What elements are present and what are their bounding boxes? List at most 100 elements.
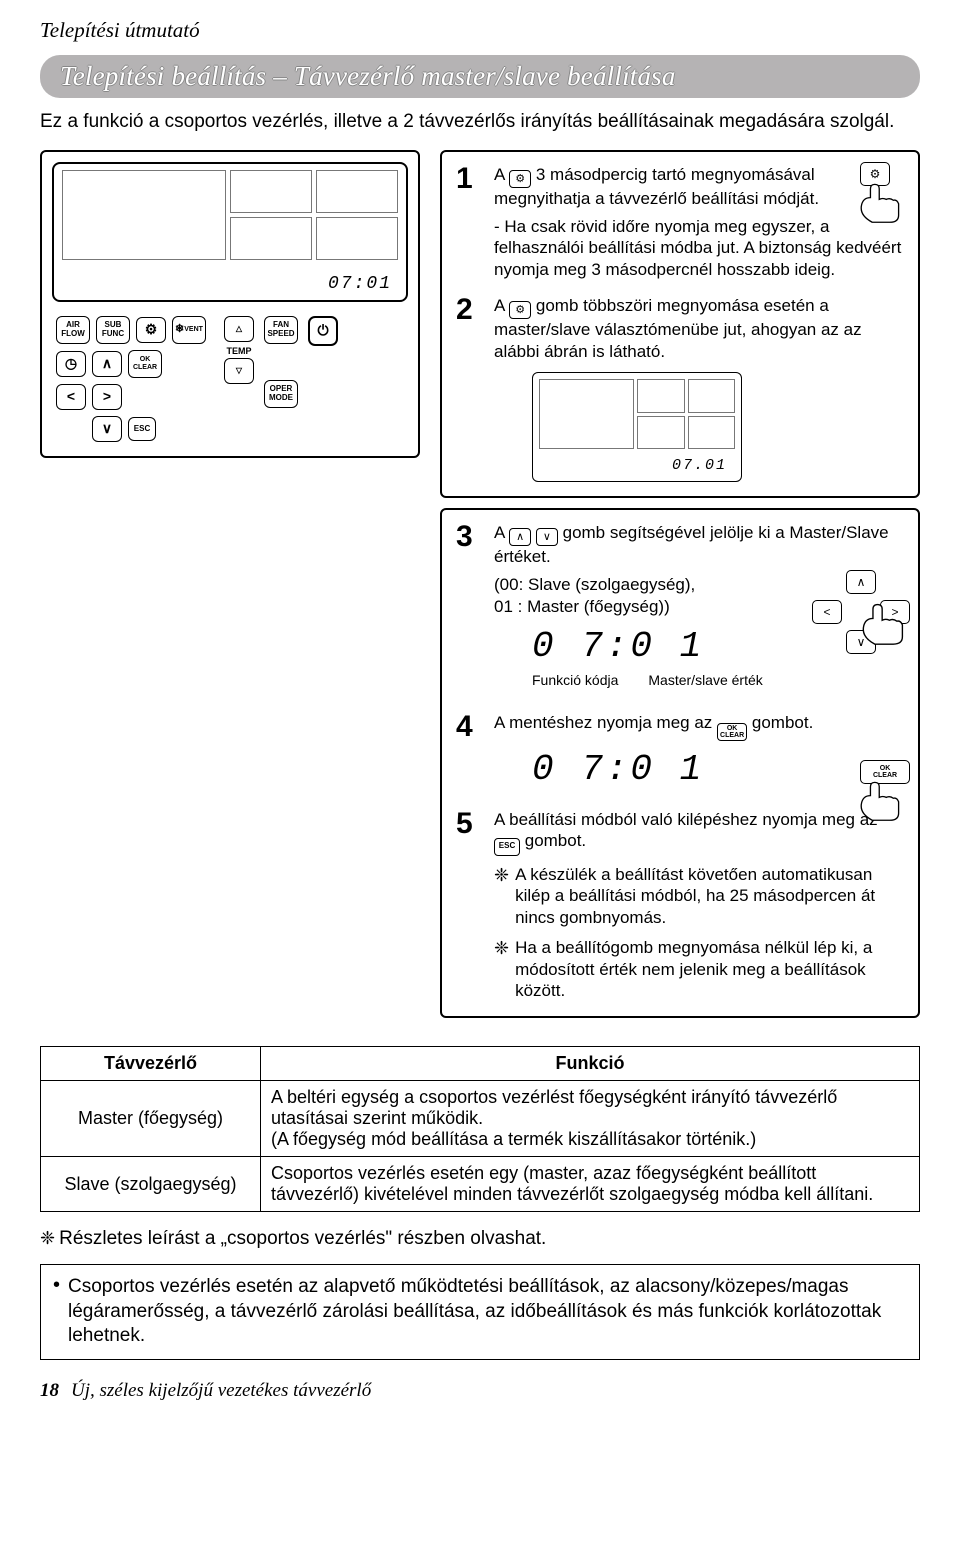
- up-button[interactable]: ∧: [92, 351, 122, 377]
- display-segment: [539, 379, 634, 449]
- step-text: A: [494, 165, 504, 184]
- down-icon: ∨: [536, 528, 558, 546]
- button-group-right: △ TEMP ▽ FAN SPEED OPER MODE ⏻: [224, 316, 338, 408]
- table-header-row: Távvezérlő Funkció: [41, 1047, 920, 1081]
- hand-press-icon: [852, 778, 910, 822]
- step-number: 5: [456, 809, 484, 1002]
- step-number: 2: [456, 295, 484, 483]
- table-cell-text: Csoportos vezérlés esetén egy (master, a…: [261, 1157, 920, 1212]
- note-2: ❈ Ha a beállítógomb megnyomása nélkül lé…: [494, 937, 904, 1002]
- display-segment: [316, 170, 398, 213]
- step-text: 3 másodpercig tartó megnyomásával megnyi…: [494, 165, 819, 208]
- digit-display: 0 7:0 1: [532, 747, 904, 793]
- remote-display: 07:01: [52, 162, 408, 302]
- step-text: gombot.: [525, 831, 586, 850]
- display-segment: [637, 379, 685, 413]
- table-cell-text: A beltéri egység a csoportos vezérlést f…: [261, 1081, 920, 1157]
- display-segment: [688, 416, 736, 450]
- asterisk-icon: ❈: [494, 864, 509, 929]
- mini-display: 07.01: [532, 372, 742, 482]
- table-cell-label: Slave (szolgaegység): [41, 1157, 261, 1212]
- main-row: 07:01 AIR FLOW SUB FUNC ⚙ ❄VENT ◷ ∧ OK C…: [40, 150, 920, 1028]
- gear-icon: ⚙: [509, 301, 531, 319]
- temp-down-button[interactable]: ▽: [224, 358, 254, 384]
- step-text: A: [494, 523, 504, 542]
- remote-controller: 07:01 AIR FLOW SUB FUNC ⚙ ❄VENT ◷ ∧ OK C…: [40, 150, 420, 458]
- display-segment: [688, 379, 736, 413]
- subfunc-button[interactable]: SUB FUNC: [96, 316, 130, 344]
- footnote-text: Részletes leírást a „csoportos vezérlés"…: [59, 1228, 546, 1250]
- step-5: 5 A beállítási módból való kilépéshez ny…: [456, 809, 904, 1002]
- temp-up-button[interactable]: △: [224, 316, 254, 342]
- hand-press-icon: [854, 600, 914, 646]
- up-icon: ∧: [846, 570, 876, 594]
- display-segment: [230, 170, 312, 213]
- display-segment: [637, 416, 685, 450]
- label-ms-value: Master/slave érték: [648, 672, 762, 690]
- step-box-3-5: ∧ < > ∨ 3 A ∧ ∨: [440, 508, 920, 1018]
- footer-text: Új, széles kijelzőjű vezetékes távvezérl…: [71, 1380, 371, 1402]
- temp-label: TEMP: [226, 346, 251, 356]
- vent-button[interactable]: ❄VENT: [172, 316, 206, 344]
- step-1: 1 A ⚙ 3 másodpercig tartó megnyomásával …: [456, 164, 904, 281]
- bullet-text: Csoportos vezérlés esetén az alapvető mű…: [68, 1275, 907, 1349]
- step-text: A beállítási módból való kilépéshez nyom…: [494, 810, 878, 829]
- fan-speed-button[interactable]: FAN SPEED: [264, 316, 298, 344]
- step-number: 1: [456, 164, 484, 281]
- right-button[interactable]: >: [92, 384, 122, 410]
- table-row: Slave (szolgaegység) Csoportos vezérlés …: [41, 1157, 920, 1212]
- mini-display-time: 07.01: [672, 456, 727, 475]
- page-footer: 18 Új, széles kijelzőjű vezetékes távvez…: [40, 1380, 920, 1402]
- digit-labels: Funkció kódja Master/slave érték: [532, 672, 904, 690]
- intro-paragraph: Ez a funkció a csoportos vezérlés, illet…: [40, 110, 920, 134]
- step-text: gombot.: [752, 713, 813, 732]
- step-text: A: [494, 296, 504, 315]
- step-number: 4: [456, 712, 484, 795]
- esc-button[interactable]: ESC: [128, 417, 156, 441]
- oper-mode-button[interactable]: OPER MODE: [264, 380, 298, 408]
- remote-buttons: AIR FLOW SUB FUNC ⚙ ❄VENT ◷ ∧ OK CLEAR <…: [52, 316, 408, 442]
- ok-clear-button[interactable]: OK CLEAR: [128, 350, 162, 378]
- table-row: Master (főegység) A beltéri egység a cso…: [41, 1081, 920, 1157]
- display-segment: [62, 170, 226, 260]
- title-bar: Telepítési beállítás – Távvezérlő master…: [40, 55, 920, 98]
- left-icon: <: [812, 600, 842, 624]
- down-button[interactable]: ∨: [92, 416, 122, 442]
- bullet-box: • Csoportos vezérlés esetén az alapvető …: [40, 1264, 920, 1360]
- clock-button[interactable]: ◷: [56, 351, 86, 377]
- page-number: 18: [40, 1380, 59, 1402]
- up-icon: ∧: [509, 528, 531, 546]
- airflow-button[interactable]: AIR FLOW: [56, 316, 90, 344]
- ok-clear-icon: OKCLEAR: [717, 723, 747, 741]
- hand-press-icon: [852, 180, 910, 224]
- step-2: 2 A ⚙ gomb többszöri megnyomása esetén a…: [456, 295, 904, 483]
- step-text: A mentéshez nyomja meg az: [494, 713, 712, 732]
- label-func-code: Funkció kódja: [532, 672, 618, 690]
- step-4: 4 A mentéshez nyomja meg az OKCLEAR gomb…: [456, 712, 904, 795]
- step-number: 3: [456, 522, 484, 697]
- asterisk-icon: ❈: [40, 1228, 55, 1250]
- gear-button[interactable]: ⚙: [136, 317, 166, 343]
- display-segment: [316, 217, 398, 260]
- display-time: 07:01: [328, 274, 392, 294]
- display-grid: [62, 170, 398, 260]
- table-header: Távvezérlő: [41, 1047, 261, 1081]
- table-header: Funkció: [261, 1047, 920, 1081]
- function-table: Távvezérlő Funkció Master (főegység) A b…: [40, 1046, 920, 1212]
- title-text: Telepítési beállítás – Távvezérlő master…: [60, 61, 676, 91]
- power-button[interactable]: ⏻: [308, 316, 338, 346]
- step-text: gomb többszöri megnyomása esetén a maste…: [494, 296, 862, 361]
- footnote: ❈ Részletes leírást a „csoportos vezérlé…: [40, 1228, 920, 1250]
- note-text: A készülék a beállítást követően automat…: [515, 864, 904, 929]
- asterisk-icon: ❈: [494, 937, 509, 1002]
- bullet-icon: •: [53, 1275, 60, 1349]
- note-1: ❈ A készülék a beállítást követően autom…: [494, 864, 904, 929]
- left-button[interactable]: <: [56, 384, 86, 410]
- page-header: Telepítési útmutató: [40, 18, 920, 43]
- display-segment: [230, 217, 312, 260]
- remote-column: 07:01 AIR FLOW SUB FUNC ⚙ ❄VENT ◷ ∧ OK C…: [40, 150, 420, 458]
- step-subtext: - Ha csak rövid időre nyomja meg egyszer…: [494, 216, 904, 281]
- step-box-1-2: ⚙ 1 A ⚙ 3 másodpercig tartó megnyomásáva…: [440, 150, 920, 499]
- esc-icon: ESC: [494, 838, 520, 856]
- steps-column: ⚙ 1 A ⚙ 3 másodpercig tartó megnyomásáva…: [440, 150, 920, 1028]
